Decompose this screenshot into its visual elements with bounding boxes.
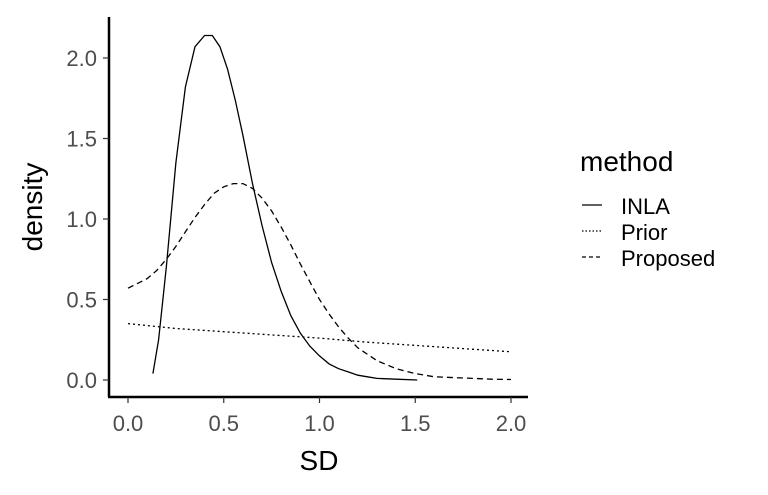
x-tick-label: 0.0 (113, 411, 144, 436)
y-tick-label: 2.0 (66, 46, 97, 71)
y-axis-title: density (17, 163, 48, 252)
series-line-proposed (127, 182, 512, 381)
legend-label-inla: INLA (621, 194, 670, 219)
x-axis-ticks: 0.0 0.5 1.0 1.5 2.0 (113, 397, 527, 436)
x-tick-label: 1.5 (400, 411, 431, 436)
y-tick-label: 1.5 (66, 127, 97, 152)
y-tick-label: 0.5 (66, 288, 97, 313)
x-axis-title: SD (300, 445, 339, 476)
legend-title: method (580, 146, 673, 177)
series-line-inla (152, 34, 418, 381)
plot-area (127, 34, 512, 381)
x-tick-label: 2.0 (496, 411, 527, 436)
x-tick-label: 1.0 (304, 411, 335, 436)
x-tick-label: 0.5 (208, 411, 239, 436)
y-tick-label: 0.0 (66, 368, 97, 393)
y-tick-label: 1.0 (66, 207, 97, 232)
y-axis-ticks: 0.0 0.5 1.0 1.5 2.0 (66, 46, 109, 393)
series-line-prior (127, 322, 512, 353)
legend-label-proposed: Proposed (621, 246, 715, 271)
legend-label-prior: Prior (621, 220, 667, 245)
